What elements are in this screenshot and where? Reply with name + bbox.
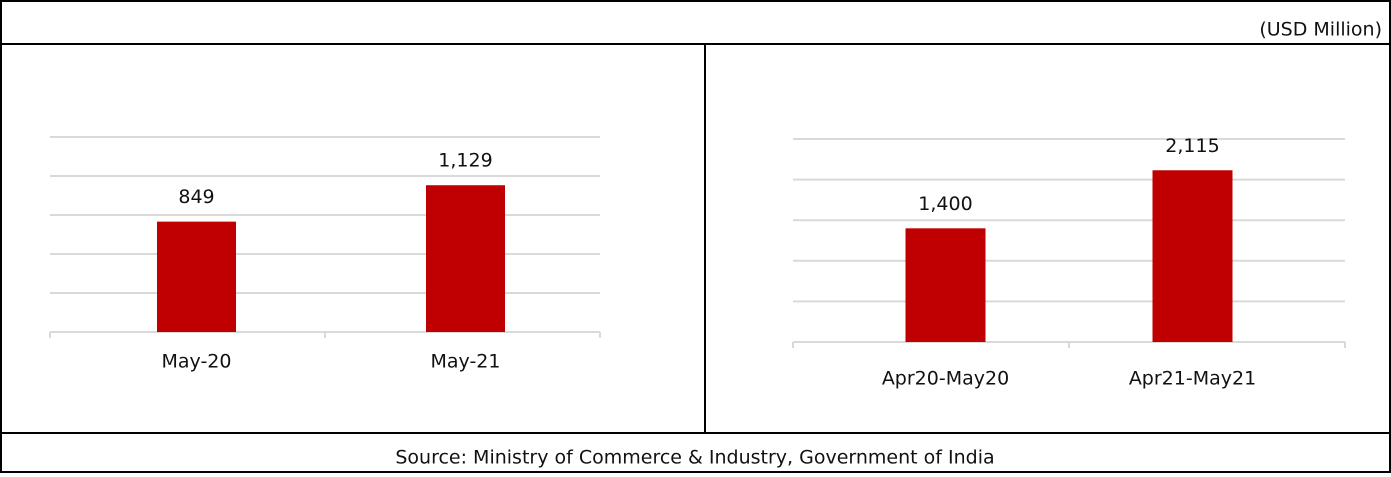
data-label: 1,129 <box>438 150 492 172</box>
bar <box>426 185 505 332</box>
x-tick-label: Apr20-May20 <box>882 368 1009 390</box>
data-label: 2,115 <box>1165 135 1219 157</box>
bar <box>905 228 986 342</box>
data-label: 849 <box>178 186 214 208</box>
x-tick-label: May-20 <box>162 351 232 373</box>
bar <box>1152 170 1233 342</box>
bar <box>157 221 236 332</box>
source-note: Source: Ministry of Commerce & Industry,… <box>395 447 994 469</box>
x-tick-label: Apr21-May21 <box>1129 368 1256 390</box>
unit-note: (USD Million) <box>1259 19 1382 41</box>
data-label: 1,400 <box>918 193 972 215</box>
x-tick-label: May-21 <box>431 351 501 373</box>
